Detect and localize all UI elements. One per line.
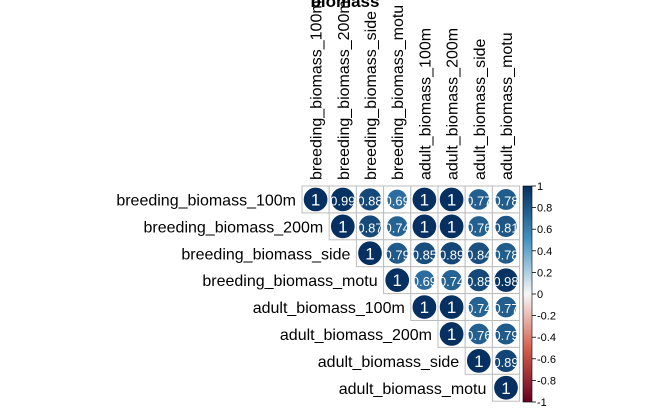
legend-tick-label-6: -0.2 xyxy=(537,311,556,323)
col-label-4: adult_biomass_100m xyxy=(417,28,434,180)
corr-circle-2-4 xyxy=(412,241,437,265)
cells-layer: 1 0.99 0.88 0.69 1 1 0.77 0.781 0.87 0.74 1 1 0.76 0.… xyxy=(301,185,521,402)
corr-circle-0-6 xyxy=(467,188,490,211)
corr-circle-0-0 xyxy=(302,186,329,213)
corr-circle-5-5 xyxy=(438,321,465,347)
corr-circle-2-6 xyxy=(467,241,491,265)
corr-circle-2-3 xyxy=(385,241,409,265)
legend-tick-label-9: -0.8 xyxy=(537,375,556,387)
row-label-4: adult_biomass_100m xyxy=(253,300,405,317)
corr-circle-2-7 xyxy=(494,242,518,265)
corr-circle-3-3 xyxy=(384,267,410,293)
corr-circle-1-7 xyxy=(494,214,518,238)
corr-circle-6-7 xyxy=(494,348,518,373)
corr-circle-3-4 xyxy=(413,269,435,291)
col-label-6: adult_biomass_side xyxy=(472,38,489,180)
corr-circle-5-6 xyxy=(467,322,490,346)
col-label-5: adult_biomass_200m xyxy=(445,28,462,180)
row-label-1: breeding_biomass_200m xyxy=(144,219,324,236)
corr-circle-0-3 xyxy=(386,188,408,211)
corr-circle-4-5 xyxy=(438,294,465,320)
corr-circle-4-6 xyxy=(467,296,490,318)
corr-circle-2-2 xyxy=(357,240,383,266)
legend-tick-label-2: 0.6 xyxy=(537,224,552,236)
col-label-2: breeding_biomass_side xyxy=(363,11,380,180)
color-legend: 1 0.8 0.6 0.4 0.2 0 -0.2 -0.4 -0.6 -0.8 -1 xyxy=(522,181,556,409)
corr-circle-1-5 xyxy=(438,213,465,240)
corr-circle-0-4 xyxy=(411,186,438,213)
legend-tick-label-3: 0.4 xyxy=(537,246,552,258)
corr-circle-1-2 xyxy=(358,214,382,239)
legend-tick-label-8: -0.6 xyxy=(537,354,556,366)
col-label-3: breeding_biomass_motu xyxy=(390,5,407,180)
corr-circle-0-1 xyxy=(330,186,356,213)
corr-circle-5-7 xyxy=(494,322,518,346)
legend-tick-label-0: 1 xyxy=(537,181,543,193)
col-label-0: breeding_biomass_100m xyxy=(309,0,326,180)
legend-bar xyxy=(522,185,533,403)
row-label-5: adult_biomass_200m xyxy=(280,327,432,344)
labels-layer: breeding_biomass_100m breeding_biomass_20… xyxy=(116,0,516,397)
corr-circle-0-5 xyxy=(438,186,465,213)
corr-circle-6-6 xyxy=(466,348,492,374)
corr-circle-2-5 xyxy=(439,241,464,266)
row-label-6: adult_biomass_side xyxy=(318,354,460,371)
legend-tick-label-1: 0.8 xyxy=(537,203,552,215)
legend-tick-label-4: 0.2 xyxy=(537,267,552,279)
row-label-7: adult_biomass_motu xyxy=(339,381,487,398)
chart-title: biomass xyxy=(311,0,380,11)
corr-circle-1-4 xyxy=(411,213,438,240)
col-label-7: adult_biomass_motu xyxy=(499,32,516,180)
row-label-2: breeding_biomass_side xyxy=(181,246,350,263)
corr-circle-7-7 xyxy=(493,375,519,401)
col-label-1: breeding_biomass_200m xyxy=(336,0,353,180)
corr-circle-1-1 xyxy=(330,213,356,240)
row-label-0: breeding_biomass_100m xyxy=(116,192,296,209)
legend-tick-label-7: -0.4 xyxy=(537,332,556,344)
corr-circle-3-5 xyxy=(440,269,463,292)
corr-circle-4-4 xyxy=(411,294,438,320)
corr-circle-3-6 xyxy=(466,268,491,293)
corr-circle-0-2 xyxy=(358,187,382,212)
legend-tick-label-5: 0 xyxy=(537,289,543,301)
corr-circle-0-7 xyxy=(494,188,518,211)
corr-circle-1-3 xyxy=(386,215,409,238)
row-label-3: breeding_biomass_motu xyxy=(202,273,377,290)
corr-circle-1-6 xyxy=(467,215,490,238)
legend-tick-label-10: -1 xyxy=(537,397,547,409)
corr-circle-3-7 xyxy=(493,267,519,293)
corr-circle-4-7 xyxy=(494,295,518,319)
